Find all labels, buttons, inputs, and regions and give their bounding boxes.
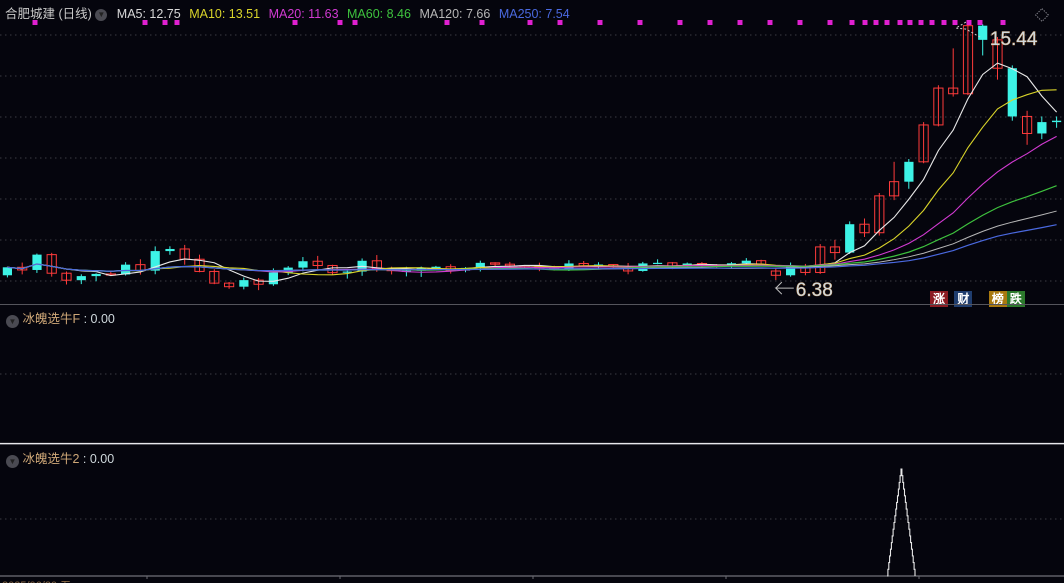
svg-text:6.38: 6.38: [796, 280, 833, 301]
